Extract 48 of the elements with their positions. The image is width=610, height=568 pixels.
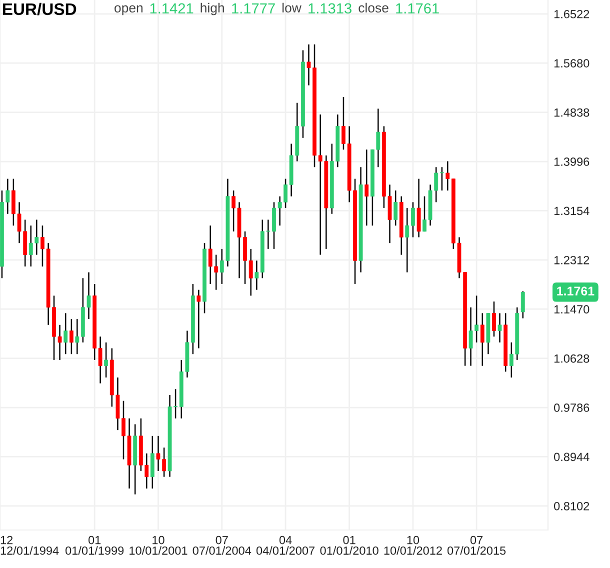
y-tick-label: 1.2312 <box>554 256 590 264</box>
x-tick-label: 01 01/01/2010 <box>320 536 378 555</box>
y-tick-label: 1.1470 <box>554 305 590 314</box>
candlestick <box>446 160 450 192</box>
candlestick <box>75 318 80 355</box>
annotation: 1.1777 <box>232 3 275 14</box>
x-tick-label: 01 01/01/1999 <box>66 536 124 555</box>
y-tick-label: 1.6522 <box>554 10 590 18</box>
annotation: low <box>282 2 302 13</box>
candlestick <box>405 207 410 273</box>
candlestick <box>440 166 444 192</box>
candlestick <box>248 248 253 296</box>
candlestick <box>498 312 502 344</box>
x-tick-label: 04 04/01/2007 <box>256 536 314 555</box>
candlestick <box>480 312 484 366</box>
x-tick-label: 10 10/01/2001 <box>130 536 188 555</box>
candlestick <box>64 312 68 355</box>
candlestick <box>394 190 398 226</box>
x-tick-label: 07 07/01/2015 <box>447 536 506 555</box>
chart-title: EUR/USD <box>2 2 76 16</box>
candlestick <box>364 148 369 226</box>
candlestick <box>150 435 154 490</box>
y-tick-label: 0.9786 <box>554 404 590 412</box>
annotation: close <box>358 2 388 13</box>
candlestick <box>104 342 108 378</box>
x-tick-label: 10 10/01/2012 <box>384 536 442 555</box>
candlestick <box>272 202 276 250</box>
y-tick-label: 0.8944 <box>554 452 590 462</box>
x-tick-label: 07 07/01/2004 <box>192 536 252 555</box>
y-tick-label: 1.3996 <box>554 158 590 166</box>
text: 1.1761 <box>557 286 594 296</box>
y-tick-label: 1.5680 <box>554 59 590 68</box>
y-tick-label: 1.0628 <box>554 354 590 363</box>
annotation: 1.1421 <box>150 3 194 14</box>
y-tick-label: 0.8102 <box>554 502 590 510</box>
annotation: 1.1761 <box>396 3 439 14</box>
annotation: 1.1313 <box>308 3 352 14</box>
candlestick <box>492 300 496 338</box>
y-tick-label: 1.4838 <box>554 108 590 117</box>
candlestick <box>416 178 421 238</box>
annotation: open <box>114 5 142 16</box>
candlestick <box>520 290 525 319</box>
y-tick-label: 1.3154 <box>554 206 590 216</box>
candlestick <box>196 289 201 349</box>
candlestick <box>411 202 415 238</box>
annotation: high <box>200 2 224 16</box>
x-tick-label: 12 12/01/1994 <box>0 536 59 555</box>
candlestick <box>69 318 74 355</box>
